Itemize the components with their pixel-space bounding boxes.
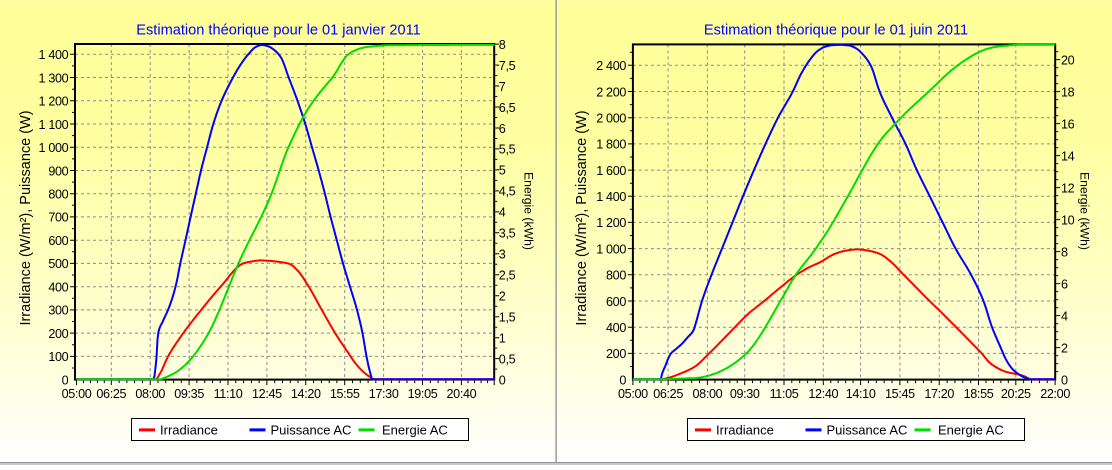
svg-text:Puissance AC: Puissance AC bbox=[827, 422, 908, 437]
svg-text:20: 20 bbox=[1061, 53, 1075, 67]
svg-text:3,5: 3,5 bbox=[499, 227, 516, 241]
svg-text:900: 900 bbox=[48, 164, 68, 178]
svg-text:3: 3 bbox=[499, 248, 506, 262]
svg-text:4: 4 bbox=[499, 206, 506, 220]
svg-text:0: 0 bbox=[619, 373, 626, 387]
svg-text:08:00: 08:00 bbox=[693, 387, 723, 401]
svg-text:2,5: 2,5 bbox=[499, 269, 516, 283]
svg-text:Estimation théorique pour le 0: Estimation théorique pour le 01 juin 201… bbox=[704, 23, 968, 39]
svg-text:2 000: 2 000 bbox=[596, 112, 626, 126]
svg-text:12: 12 bbox=[1061, 181, 1075, 195]
svg-text:400: 400 bbox=[48, 281, 68, 295]
svg-text:1,5: 1,5 bbox=[499, 311, 516, 325]
svg-text:0: 0 bbox=[499, 373, 506, 387]
svg-text:7,5: 7,5 bbox=[499, 59, 516, 73]
svg-text:Irradiance (W/m²), Puissance (: Irradiance (W/m²), Puissance (W) bbox=[574, 110, 590, 325]
svg-text:0: 0 bbox=[1061, 373, 1068, 387]
svg-text:1 200: 1 200 bbox=[39, 95, 69, 109]
svg-text:06:25: 06:25 bbox=[653, 387, 683, 401]
svg-text:800: 800 bbox=[48, 188, 68, 202]
svg-text:Energie AC: Energie AC bbox=[382, 422, 448, 437]
svg-text:15:55: 15:55 bbox=[330, 387, 360, 401]
svg-text:20:25: 20:25 bbox=[1001, 387, 1031, 401]
svg-text:200: 200 bbox=[606, 347, 626, 361]
svg-text:14:20: 14:20 bbox=[291, 387, 321, 401]
svg-text:Estimation théorique pour le 0: Estimation théorique pour le 01 janvier … bbox=[136, 23, 421, 39]
svg-text:6: 6 bbox=[499, 122, 506, 136]
svg-text:2 200: 2 200 bbox=[596, 85, 626, 99]
svg-text:8: 8 bbox=[499, 38, 506, 52]
svg-text:09:30: 09:30 bbox=[730, 387, 760, 401]
svg-text:700: 700 bbox=[48, 211, 68, 225]
svg-text:05:00: 05:00 bbox=[618, 387, 648, 401]
svg-text:22:00: 22:00 bbox=[1040, 387, 1070, 401]
svg-text:100: 100 bbox=[48, 350, 68, 364]
svg-text:200: 200 bbox=[48, 327, 68, 341]
svg-text:Energie (kWh): Energie (kWh) bbox=[1078, 172, 1092, 250]
svg-text:600: 600 bbox=[606, 295, 626, 309]
svg-text:12:40: 12:40 bbox=[808, 387, 838, 401]
svg-text:1 000: 1 000 bbox=[596, 242, 626, 256]
svg-text:Puissance AC: Puissance AC bbox=[271, 422, 352, 437]
svg-text:Energie AC: Energie AC bbox=[938, 422, 1004, 437]
svg-text:14: 14 bbox=[1061, 149, 1075, 163]
svg-text:17:20: 17:20 bbox=[924, 387, 954, 401]
svg-text:Irradiance: Irradiance bbox=[716, 422, 774, 437]
svg-text:18:55: 18:55 bbox=[964, 387, 994, 401]
svg-text:8: 8 bbox=[1061, 245, 1068, 259]
svg-text:14:10: 14:10 bbox=[846, 387, 876, 401]
svg-text:Energie (kWh): Energie (kWh) bbox=[522, 172, 536, 250]
svg-text:6: 6 bbox=[1061, 277, 1068, 291]
svg-text:7: 7 bbox=[499, 80, 506, 94]
svg-text:11:10: 11:10 bbox=[214, 387, 243, 401]
svg-text:2 400: 2 400 bbox=[596, 59, 626, 73]
svg-text:06:25: 06:25 bbox=[96, 387, 126, 401]
svg-text:19:05: 19:05 bbox=[408, 387, 438, 401]
svg-text:10: 10 bbox=[1061, 213, 1075, 227]
svg-text:1 300: 1 300 bbox=[39, 71, 69, 85]
svg-text:12:45: 12:45 bbox=[252, 387, 282, 401]
svg-text:16: 16 bbox=[1061, 117, 1075, 131]
svg-text:800: 800 bbox=[606, 269, 626, 283]
svg-text:1 400: 1 400 bbox=[39, 48, 69, 62]
svg-text:600: 600 bbox=[48, 234, 68, 248]
svg-text:11:05: 11:05 bbox=[770, 387, 799, 401]
svg-text:08:00: 08:00 bbox=[135, 387, 165, 401]
svg-text:05:00: 05:00 bbox=[62, 387, 92, 401]
svg-text:1 800: 1 800 bbox=[596, 138, 626, 152]
svg-text:5,5: 5,5 bbox=[499, 143, 516, 157]
svg-text:500: 500 bbox=[48, 257, 68, 271]
svg-text:15:45: 15:45 bbox=[885, 387, 915, 401]
svg-text:Irradiance: Irradiance bbox=[160, 422, 218, 437]
svg-text:18: 18 bbox=[1061, 85, 1075, 99]
svg-text:300: 300 bbox=[48, 304, 68, 318]
svg-text:1 200: 1 200 bbox=[596, 216, 626, 230]
svg-text:17:30: 17:30 bbox=[369, 387, 399, 401]
svg-text:1 400: 1 400 bbox=[596, 190, 626, 204]
svg-text:Irradiance (W/m²), Puissance (: Irradiance (W/m²), Puissance (W) bbox=[18, 110, 34, 325]
svg-text:20:40: 20:40 bbox=[447, 387, 477, 401]
svg-text:2: 2 bbox=[1061, 341, 1068, 355]
svg-text:2: 2 bbox=[499, 290, 506, 304]
svg-text:1 600: 1 600 bbox=[596, 164, 626, 178]
svg-text:0: 0 bbox=[62, 373, 69, 387]
svg-text:6,5: 6,5 bbox=[499, 101, 516, 115]
svg-text:0,5: 0,5 bbox=[499, 352, 516, 366]
svg-text:4: 4 bbox=[1061, 309, 1068, 323]
svg-text:1 000: 1 000 bbox=[39, 141, 69, 155]
svg-text:1: 1 bbox=[499, 332, 506, 346]
svg-text:1 100: 1 100 bbox=[39, 118, 69, 132]
svg-text:5: 5 bbox=[499, 164, 506, 178]
svg-text:09:35: 09:35 bbox=[174, 387, 204, 401]
svg-text:4,5: 4,5 bbox=[499, 185, 516, 199]
svg-text:400: 400 bbox=[606, 321, 626, 335]
